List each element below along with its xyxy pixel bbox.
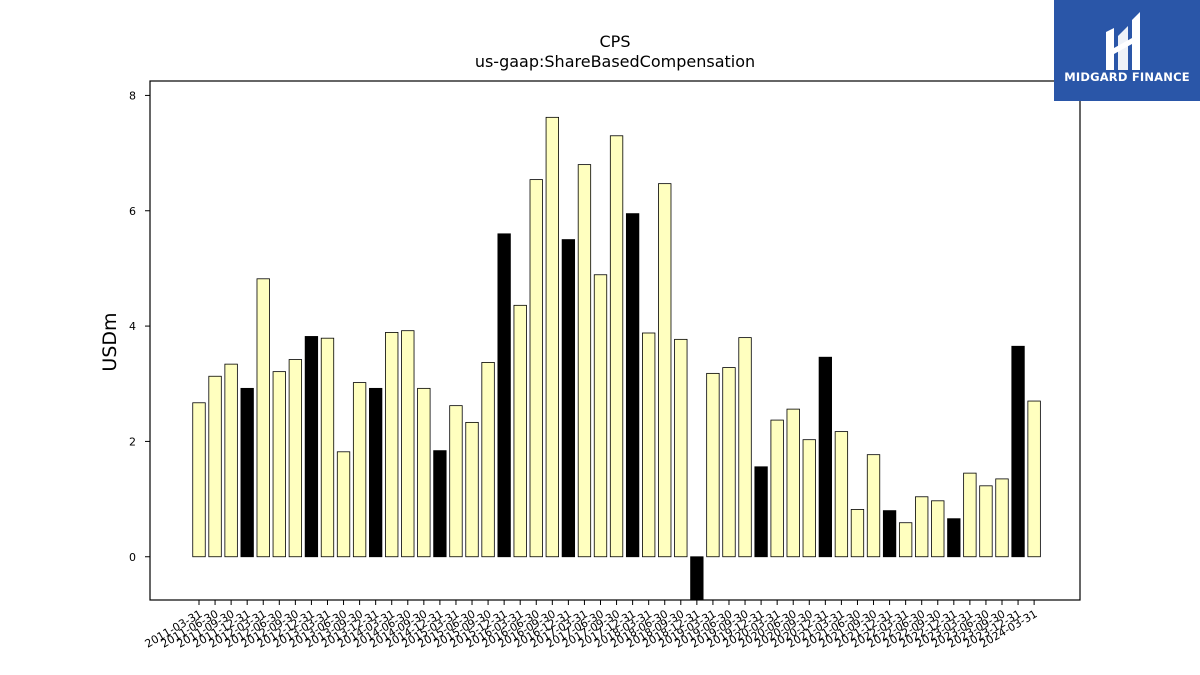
bar-2020-09-30 <box>802 439 816 558</box>
bar-2014-09-30 <box>417 387 431 558</box>
chart-title: CPS <box>599 32 631 51</box>
bar-2021-06-30 <box>850 509 865 558</box>
y-tick-label-6: 6 <box>129 205 136 218</box>
bar-2023-09-30 <box>995 478 1009 558</box>
y-tick-label-0: 0 <box>129 551 136 564</box>
bar-2012-12-31 <box>304 336 319 558</box>
bar-2018-03-31 <box>642 332 656 558</box>
bar-2023-12-31 <box>1011 345 1025 558</box>
bar-2017-06-30 <box>593 274 608 558</box>
bar-2019-03-31 <box>706 372 720 558</box>
bar-2020-06-30 <box>786 408 800 558</box>
bar-2012-09-30 <box>288 359 303 558</box>
bar-2016-12-31 <box>561 239 576 558</box>
bar-2013-06-30 <box>336 451 351 558</box>
bar-2012-06-30 <box>272 371 286 558</box>
bar-2022-12-31 <box>947 518 961 558</box>
plot-frame <box>149 80 1081 601</box>
x-axis: 2011-03-312011-06-302011-09-302011-12-31… <box>143 600 1040 651</box>
bar-2016-03-31 <box>513 304 527 558</box>
bar-2018-12-31 <box>690 556 704 601</box>
bar-2018-06-30 <box>658 183 672 558</box>
bar-2023-03-31 <box>963 472 977 558</box>
bar-2017-03-31 <box>577 164 592 558</box>
bar-2011-09-30 <box>224 363 238 558</box>
y-tick-label-8: 8 <box>129 89 136 102</box>
bar-2024-03-31 <box>1027 400 1041 558</box>
bar-2013-12-31 <box>369 387 383 558</box>
bar-2019-09-30 <box>738 337 752 558</box>
bar-2017-12-31 <box>625 213 640 558</box>
bar-2021-09-30 <box>866 454 881 558</box>
bar-2021-03-31 <box>834 431 849 558</box>
bar-2015-12-31 <box>497 233 511 558</box>
y-tick-label-2: 2 <box>129 435 136 448</box>
bar-2013-09-30 <box>352 382 367 558</box>
bar-2020-12-31 <box>818 356 832 558</box>
bar-2023-06-30 <box>979 485 993 558</box>
bar-2022-09-30 <box>931 500 945 558</box>
bar-2016-06-30 <box>529 179 543 558</box>
bar-2016-09-30 <box>545 116 559 558</box>
bar-2015-09-30 <box>481 362 495 558</box>
midgard-logo-icon <box>1106 12 1140 70</box>
bar-2022-06-30 <box>915 496 929 558</box>
y-tick-label-4: 4 <box>129 320 136 333</box>
y-axis: 0 2 4 6 8 <box>129 89 150 564</box>
bar-2014-12-31 <box>433 450 447 558</box>
bar-2015-03-31 <box>449 405 463 558</box>
bar-2011-12-31 <box>240 387 254 558</box>
bar-2019-12-31 <box>754 466 768 558</box>
bar-2021-12-31 <box>882 510 897 558</box>
bar-2012-03-31 <box>256 278 270 558</box>
bar-2014-03-31 <box>385 332 399 558</box>
bar-2017-09-30 <box>609 135 624 558</box>
chart-subtitle: us-gaap:ShareBasedCompensation <box>474 52 756 71</box>
brand-name: MIDGARD FINANCE <box>1064 70 1190 84</box>
bar-2013-03-31 <box>320 337 335 558</box>
bar-2014-06-30 <box>401 330 415 558</box>
bar-2020-03-31 <box>770 419 784 558</box>
bar-2015-06-30 <box>465 421 479 558</box>
bar-2011-06-30 <box>208 375 222 558</box>
bar-2011-03-31 <box>192 402 206 558</box>
bar-2022-03-31 <box>898 522 913 558</box>
bar-2018-09-30 <box>674 338 688 558</box>
bar-2019-06-30 <box>722 367 736 558</box>
brand-logo: MIDGARD FINANCE <box>1054 0 1200 101</box>
y-axis-label: USDm <box>99 312 121 371</box>
bars-group <box>192 116 1041 601</box>
